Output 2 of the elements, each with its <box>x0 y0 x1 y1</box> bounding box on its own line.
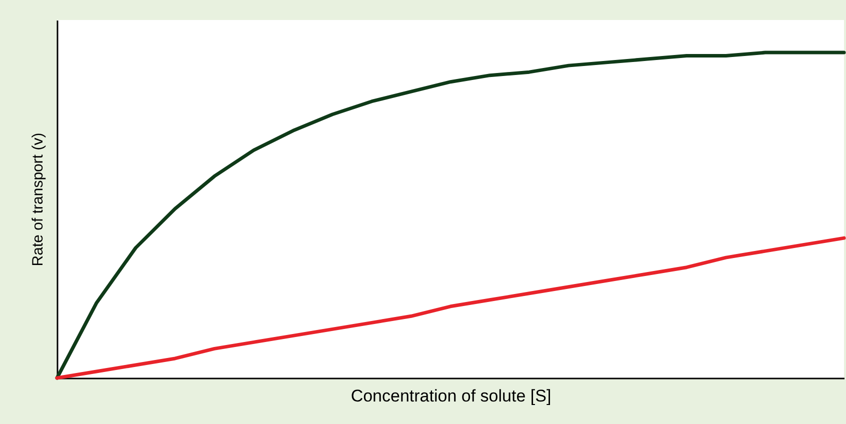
x-axis-title: Concentration of solute [S] <box>350 386 552 406</box>
y-axis-title: Rate of transport (v) <box>30 132 46 266</box>
